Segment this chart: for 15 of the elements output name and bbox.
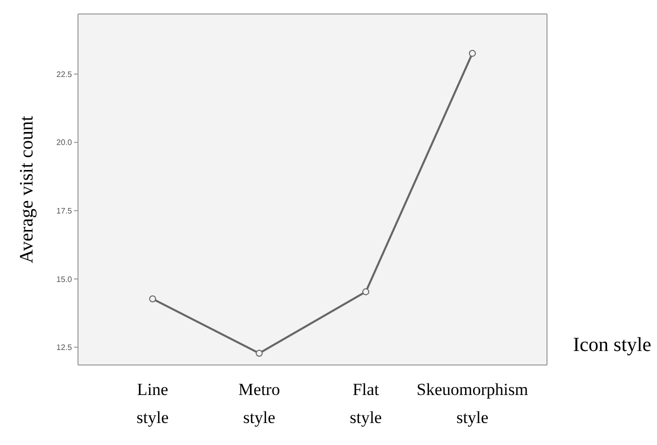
x-tick-label: Flat style [350, 380, 382, 427]
x-tick-label: Line style [136, 380, 169, 427]
x-tick-label: Skeuomorphism style [416, 380, 528, 427]
point [256, 350, 263, 357]
y-tick-label: 12.5 [56, 343, 73, 352]
x-tick-label: Metro style [238, 380, 280, 427]
y-tick-label: 17.5 [56, 206, 73, 216]
y-axis-title: Average visit count [16, 115, 38, 264]
y-tick-label: 22.5 [56, 70, 73, 79]
point [468, 50, 476, 57]
point [362, 288, 370, 296]
x-axis-title: Icon style [573, 334, 652, 357]
y-tick-label: 20.0 [56, 138, 73, 148]
y-tick-label: 15.0 [56, 274, 73, 284]
point [149, 295, 156, 302]
